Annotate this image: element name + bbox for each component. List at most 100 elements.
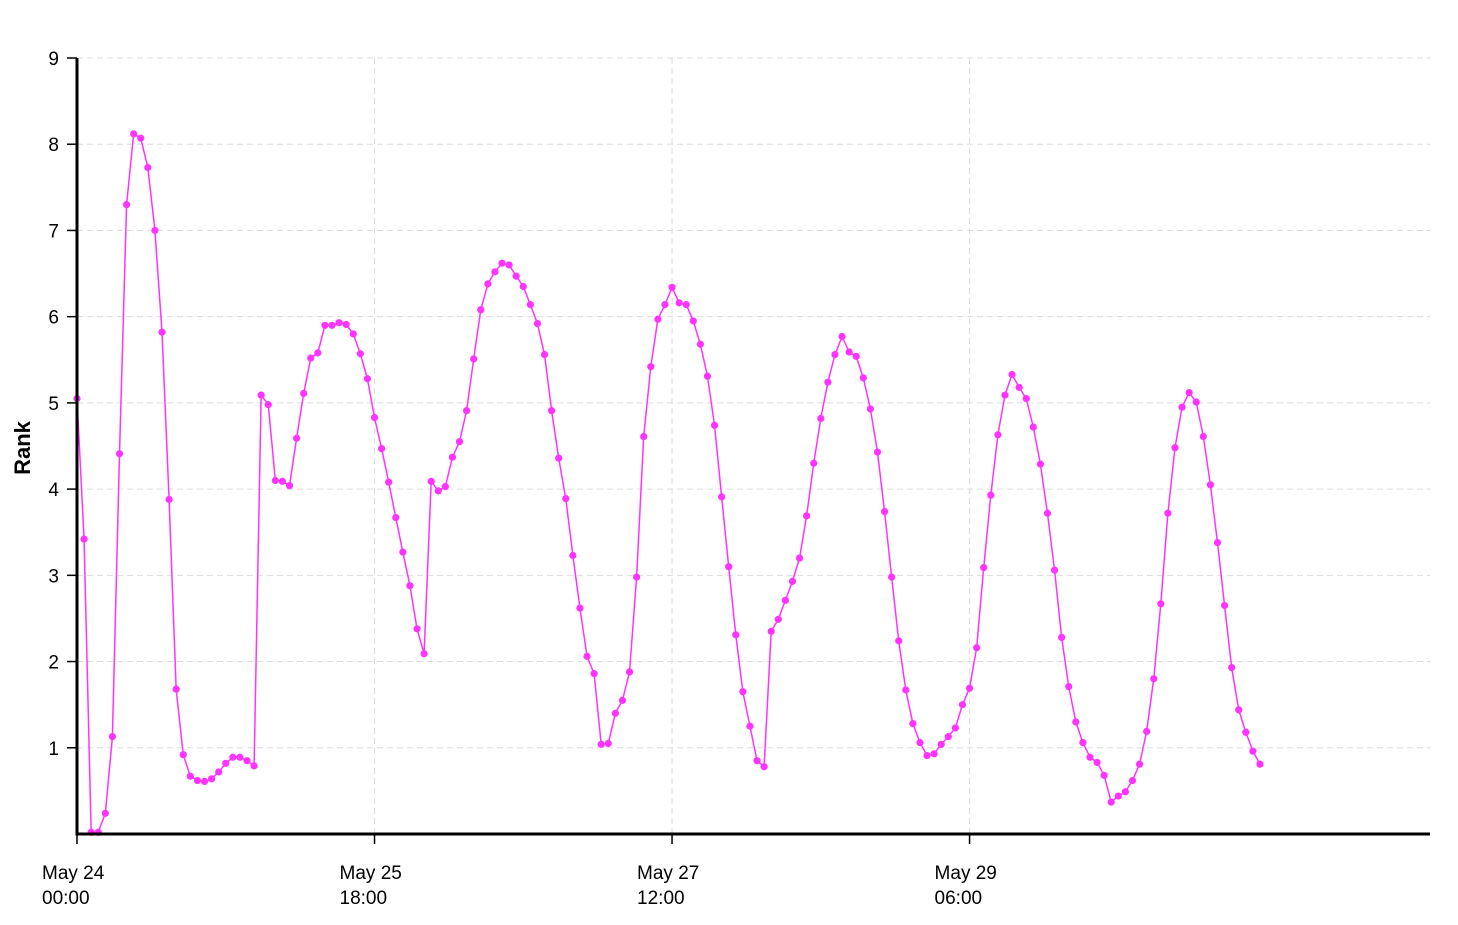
- x-tick-label: May 27 12:00: [637, 863, 699, 909]
- data-point: [831, 351, 839, 359]
- data-point: [739, 688, 747, 696]
- data-point: [101, 809, 109, 817]
- data-point: [314, 349, 322, 357]
- data-point: [682, 301, 690, 309]
- data-point: [824, 378, 832, 386]
- data-point: [1093, 758, 1101, 767]
- data-point: [477, 306, 485, 314]
- data-point: [293, 434, 301, 442]
- data-point: [1256, 760, 1264, 768]
- y-tick-label: 6: [48, 308, 59, 329]
- data-point: [625, 668, 634, 676]
- data-point: [215, 768, 223, 776]
- data-point: [817, 414, 825, 423]
- grid-lines: [76, 57, 1430, 834]
- data-point: [795, 554, 804, 562]
- data-point: [548, 407, 556, 415]
- data-point: [307, 354, 315, 362]
- data-point: [108, 732, 117, 741]
- data-point: [200, 777, 209, 786]
- data-point: [250, 762, 258, 770]
- data-point: [1079, 739, 1087, 747]
- data-point: [328, 321, 336, 329]
- data-point: [668, 283, 676, 291]
- data-point: [604, 739, 612, 748]
- data-point: [1008, 370, 1016, 379]
- data-point: [378, 444, 386, 453]
- data-point: [264, 401, 272, 409]
- data-point: [533, 319, 542, 328]
- data-point: [385, 478, 393, 486]
- data-point: [803, 512, 811, 520]
- data-point: [1178, 403, 1186, 411]
- data-point: [909, 720, 917, 728]
- data-point: [1213, 538, 1222, 547]
- data-point: [810, 459, 818, 467]
- data-point: [902, 686, 910, 694]
- series-rank: [73, 130, 1264, 836]
- data-point: [122, 200, 131, 209]
- data-point: [654, 315, 662, 323]
- data-point: [137, 134, 145, 142]
- data-point: [845, 348, 853, 356]
- data-point: [498, 259, 506, 267]
- data-point: [1157, 600, 1165, 608]
- x-tick-label: May 24 00:00: [42, 863, 105, 909]
- data-point: [1001, 391, 1009, 399]
- data-point: [930, 750, 938, 758]
- data-point: [838, 332, 846, 341]
- y-tick-label: 9: [48, 49, 59, 70]
- data-point: [597, 740, 605, 748]
- data-point: [399, 548, 407, 556]
- data-point: [356, 350, 364, 358]
- data-point: [151, 226, 159, 235]
- data-point: [1235, 706, 1243, 714]
- data-point: [944, 732, 952, 741]
- data-point: [236, 753, 244, 761]
- data-point: [512, 272, 520, 280]
- data-point: [590, 670, 598, 678]
- data-point: [618, 696, 627, 704]
- data-point: [1121, 788, 1129, 796]
- data-point: [1228, 663, 1236, 672]
- data-point: [725, 563, 733, 571]
- data-point: [647, 363, 655, 371]
- data-point: [781, 596, 789, 604]
- data-point: [562, 495, 570, 503]
- data-point: [767, 627, 775, 635]
- data-point: [370, 413, 379, 422]
- data-point: [1114, 792, 1122, 800]
- data-point: [980, 563, 988, 572]
- data-point: [179, 751, 187, 759]
- data-point: [965, 684, 974, 692]
- data-point: [1242, 728, 1250, 736]
- y-tick-label: 5: [48, 394, 59, 415]
- data-point: [937, 740, 945, 748]
- data-point: [1015, 383, 1023, 391]
- data-point: [576, 604, 584, 612]
- data-point: [873, 448, 882, 456]
- data-point: [852, 352, 860, 360]
- data-point: [994, 431, 1002, 439]
- data-point: [710, 421, 719, 429]
- data-point: [526, 301, 534, 309]
- data-point: [718, 493, 726, 501]
- y-axis-label: Rank: [10, 420, 35, 475]
- data-point: [229, 753, 237, 761]
- data-point: [1107, 798, 1115, 806]
- data-point: [434, 487, 442, 495]
- data-point: [1135, 760, 1144, 768]
- data-point: [675, 299, 683, 307]
- series-line: [76, 132, 1261, 834]
- data-point: [1249, 747, 1257, 755]
- data-point: [1199, 432, 1207, 441]
- data-point: [144, 163, 152, 172]
- data-point: [505, 261, 513, 269]
- data-point: [1072, 718, 1080, 726]
- y-tick-label: 7: [48, 221, 59, 242]
- data-point: [222, 759, 230, 767]
- data-point: [1143, 727, 1151, 736]
- data-point: [285, 482, 294, 490]
- y-tick-label: 3: [48, 566, 59, 587]
